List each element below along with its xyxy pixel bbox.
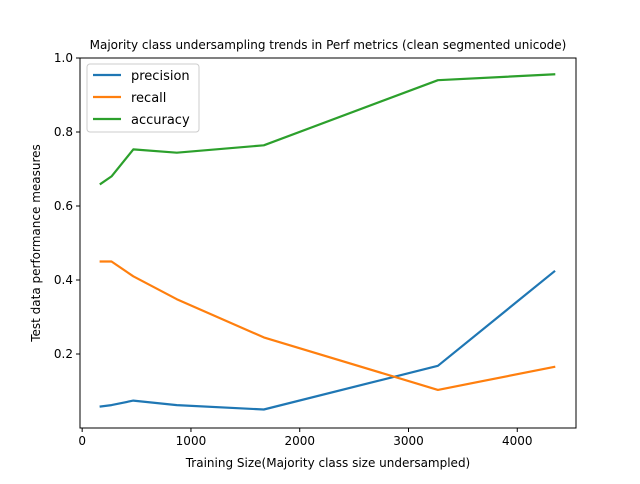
series-line-precision	[99, 269, 556, 411]
legend-label-accuracy: accuracy	[131, 113, 190, 128]
y-axis-ticks: 0.2 0.4 0.6 0.8 1.0	[54, 51, 80, 361]
axes-frame	[79, 57, 577, 429]
y-tick-label: 0.2	[54, 347, 73, 361]
y-tick-label: 0.6	[54, 199, 73, 213]
series-line-recall	[99, 260, 556, 391]
x-tick-label: 1000	[176, 434, 207, 448]
x-axis-ticks: 0 1000 2000 3000 4000	[78, 428, 533, 448]
x-tick-label: 3000	[393, 434, 424, 448]
y-axis-label: Test data performance measures	[29, 144, 43, 343]
series-layer	[99, 73, 556, 411]
x-tick-label: 2000	[284, 434, 315, 448]
legend-label-recall: recall	[131, 91, 166, 106]
series-line-accuracy	[99, 73, 556, 186]
legend-box	[86, 63, 200, 133]
x-tick-label: 0	[78, 434, 86, 448]
y-tick-label: 0.4	[54, 273, 73, 287]
legend-label-precision: precision	[131, 69, 190, 84]
y-tick-label: 0.8	[54, 125, 73, 139]
plot-area: 0 1000 2000 3000 4000 0.2 0.4 0.6 0.8 1.0	[54, 51, 577, 448]
x-axis-label: Training Size(Majority class size unders…	[185, 456, 471, 470]
y-tick-label: 1.0	[54, 51, 73, 65]
x-tick-label: 4000	[502, 434, 533, 448]
legend-entries: precision recall accuracy	[93, 69, 190, 128]
chart-title: Majority class undersampling trends in P…	[90, 38, 567, 52]
legend: precision recall accuracy	[86, 63, 200, 133]
